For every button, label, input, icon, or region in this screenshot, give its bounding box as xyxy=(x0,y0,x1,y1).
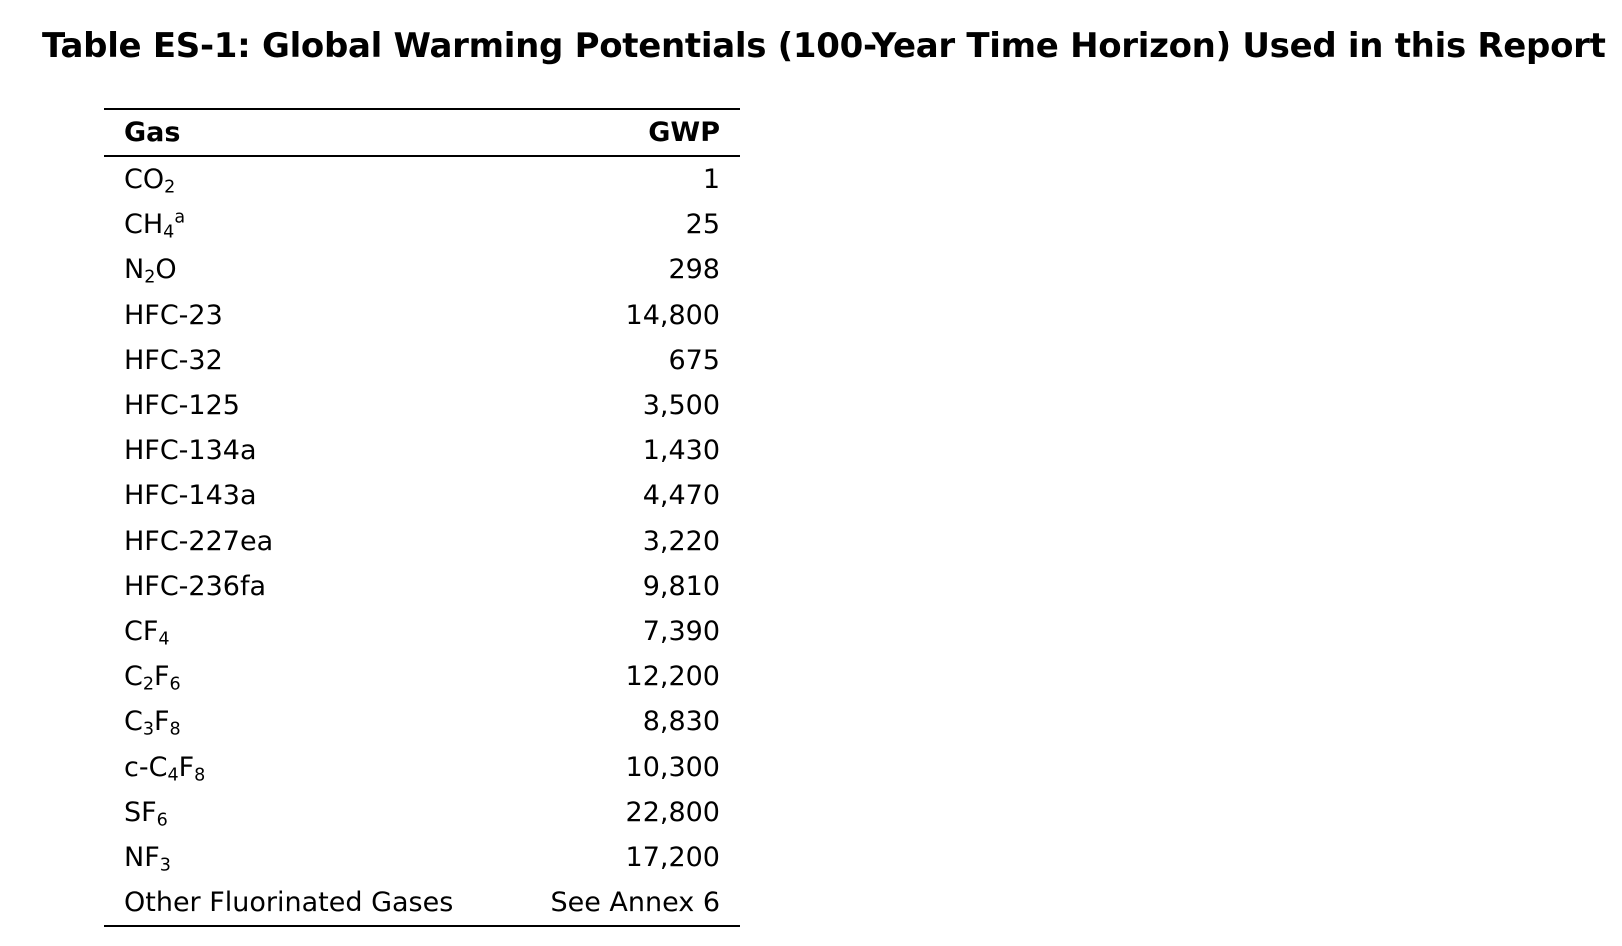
gwp-value-cell: 4,470 xyxy=(642,480,720,512)
gas-name-cell: HFC-236fa xyxy=(104,564,510,609)
gas-text: HFC-23 xyxy=(124,299,223,331)
subscript: 3 xyxy=(159,855,171,876)
gas-text: F xyxy=(178,751,195,783)
table-row: HFC-227ea 3,220 xyxy=(104,519,740,564)
table-row: HFC-125 3,500 xyxy=(104,383,740,428)
gas-text: HFC-32 xyxy=(124,344,223,376)
gas-name-cell: C3F8 xyxy=(104,699,510,744)
table-row: CO2 1 xyxy=(104,156,740,202)
table-row: N2O 298 xyxy=(104,247,740,292)
gwp-value-cell: 7,390 xyxy=(642,615,720,647)
table-row: c-C4F8 10,300 xyxy=(104,744,740,789)
gwp-value-cell: 14,800 xyxy=(625,299,720,331)
table-row: CH4a 25 xyxy=(104,202,740,247)
table-row: HFC-236fa 9,810 xyxy=(104,564,740,609)
gwp-value-cell: 17,200 xyxy=(625,841,720,873)
gas-text: CH xyxy=(124,209,164,241)
gas-name-cell: CO2 xyxy=(104,156,510,202)
gas-name-cell: HFC-143a xyxy=(104,473,510,518)
table-row: HFC-143a 4,470 xyxy=(104,473,740,518)
gas-name-cell: N2O xyxy=(104,247,510,292)
gwp-value-cell: 1,430 xyxy=(642,435,720,467)
table-row: CF4 7,390 xyxy=(104,609,740,654)
subscript: 3 xyxy=(142,719,155,740)
table-title: Table ES-1: Global Warming Potentials (1… xyxy=(42,26,1606,66)
superscript: a xyxy=(174,207,186,228)
gas-text: Other Fluorinated Gases xyxy=(124,887,454,919)
gas-text: HFC-143a xyxy=(124,480,257,512)
gas-text: HFC-134a xyxy=(124,435,257,467)
subscript: 4 xyxy=(163,222,175,243)
table-row: SF6 22,800 xyxy=(104,790,740,835)
table-row: HFC-32 675 xyxy=(104,338,740,383)
gas-text: O xyxy=(155,254,177,286)
gas-text: CF xyxy=(124,615,159,647)
subscript: 2 xyxy=(164,177,176,198)
gwp-value-cell: 675 xyxy=(668,344,720,376)
subscript: 2 xyxy=(144,267,156,288)
table-row: C3F8 8,830 xyxy=(104,699,740,744)
subscript: 2 xyxy=(142,674,155,695)
gas-text: HFC-227ea xyxy=(124,525,274,557)
gas-name-cell: SF6 xyxy=(104,790,510,835)
gas-text: F xyxy=(154,706,170,738)
gas-name-cell: HFC-125 xyxy=(104,383,510,428)
gas-name-cell: CF4 xyxy=(104,609,510,654)
table-row: NF3 17,200 xyxy=(104,835,740,880)
gas-text: SF xyxy=(124,796,157,828)
gas-text: C xyxy=(124,661,143,693)
gas-name-cell: HFC-227ea xyxy=(104,519,510,564)
gwp-value-cell: See Annex 6 xyxy=(509,880,740,928)
gas-name-cell: CH4a xyxy=(104,202,510,247)
subscript: 6 xyxy=(156,810,168,831)
subscript: 4 xyxy=(167,764,179,785)
gas-text: HFC-236fa xyxy=(124,570,267,602)
gwp-value-cell: 22,800 xyxy=(625,796,720,828)
gwp-value-cell: 10,300 xyxy=(625,751,720,783)
gas-text: HFC-125 xyxy=(124,390,240,422)
gas-name-cell: C2F6 xyxy=(104,654,510,699)
gas-name-cell: NF3 xyxy=(104,835,510,880)
gwp-value-cell: 1 xyxy=(702,164,720,196)
gwp-value-cell: 9,810 xyxy=(642,570,720,602)
gas-name-cell: HFC-32 xyxy=(104,338,510,383)
subscript: 6 xyxy=(169,674,181,695)
gwp-table: Gas GWP CO2 1 CH4a 25 N2O 298 HFC-23 14,800 HFC-… xyxy=(104,108,740,928)
table-row: HFC-134a 1,430 xyxy=(104,428,740,473)
gas-name-cell: HFC-23 xyxy=(104,293,510,338)
subscript: 8 xyxy=(169,719,181,740)
gas-text: C xyxy=(124,706,143,738)
gwp-value-cell: 298 xyxy=(668,254,720,286)
column-header-gas: Gas xyxy=(104,108,510,157)
gwp-value-cell: 3,500 xyxy=(642,390,720,422)
table-body: CO2 1 CH4a 25 N2O 298 HFC-23 14,800 HFC-32 675 HFC… xyxy=(104,156,740,928)
subscript: 4 xyxy=(158,629,170,650)
column-header-gwp: GWP xyxy=(509,108,740,157)
gas-name-cell: HFC-134a xyxy=(104,428,510,473)
table-row: C2F6 12,200 xyxy=(104,654,740,699)
table-row: HFC-23 14,800 xyxy=(104,293,740,338)
gas-text: CO xyxy=(124,164,165,196)
gas-name-cell: Other Fluorinated Gases xyxy=(104,880,510,928)
gwp-value-cell: 3,220 xyxy=(642,525,720,557)
gas-name-cell: c-C4F8 xyxy=(104,744,510,789)
gwp-value-cell: 25 xyxy=(685,209,720,241)
header-row: Gas GWP xyxy=(104,108,740,157)
gas-text: N xyxy=(124,254,145,286)
table-row: Other Fluorinated Gases See Annex 6 xyxy=(104,880,740,928)
gwp-value-cell: 12,200 xyxy=(625,661,720,693)
gas-text: F xyxy=(154,661,170,693)
gas-text: c-C xyxy=(124,751,168,783)
subscript: 8 xyxy=(194,764,206,785)
gwp-value-cell: 8,830 xyxy=(642,706,720,738)
gas-text: NF xyxy=(124,841,160,873)
